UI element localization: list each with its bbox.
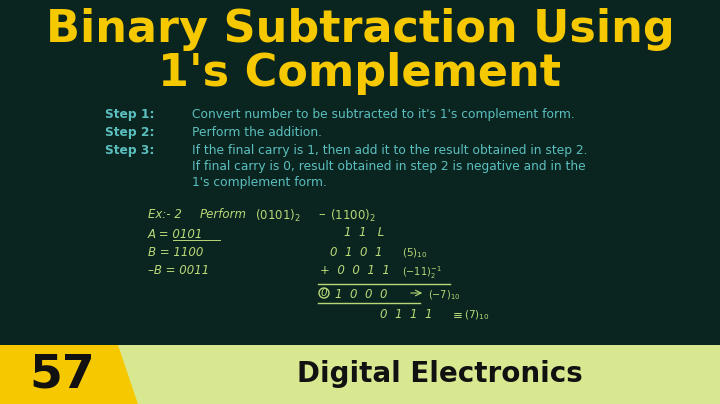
Text: 0  1  1  1: 0 1 1 1	[380, 308, 433, 321]
Text: 0: 0	[320, 288, 328, 298]
Text: $(1100)_2$: $(1100)_2$	[330, 208, 376, 224]
Text: Step 1:: Step 1:	[105, 108, 155, 121]
Text: A = 0101: A = 0101	[148, 228, 203, 241]
Text: 57: 57	[29, 352, 95, 397]
Text: $(-11)_{2}^{-1}$: $(-11)_{2}^{-1}$	[402, 264, 441, 281]
Text: $\equiv$: $\equiv$	[450, 308, 463, 321]
Polygon shape	[0, 345, 138, 404]
Text: Ex:- 2: Ex:- 2	[148, 208, 182, 221]
Text: $(0101)_2$: $(0101)_2$	[255, 208, 301, 224]
Text: 1's complement form.: 1's complement form.	[192, 176, 327, 189]
Polygon shape	[90, 345, 720, 404]
Text: Digital Electronics: Digital Electronics	[297, 360, 583, 389]
Text: Convert number to be subtracted to it's 1's complement form.: Convert number to be subtracted to it's …	[192, 108, 575, 121]
Text: +  0  0  1  1: + 0 0 1 1	[320, 264, 390, 277]
Text: 1  0  0  0: 1 0 0 0	[335, 288, 387, 301]
Text: 1's Complement: 1's Complement	[158, 52, 562, 95]
Text: Perform: Perform	[200, 208, 247, 221]
Text: $(5)_{10}$: $(5)_{10}$	[402, 246, 428, 260]
Text: $(-7)_{10}$: $(-7)_{10}$	[428, 288, 460, 302]
Text: Binary Subtraction Using: Binary Subtraction Using	[45, 8, 675, 51]
Text: $(7)_{10}$: $(7)_{10}$	[464, 308, 490, 322]
Text: Perform the addition.: Perform the addition.	[192, 126, 322, 139]
Text: Step 3:: Step 3:	[105, 144, 154, 157]
Text: If final carry is 0, result obtained in step 2 is negative and in the: If final carry is 0, result obtained in …	[192, 160, 585, 173]
Text: –B = 0011: –B = 0011	[148, 264, 210, 277]
Text: 1  1   L: 1 1 L	[344, 226, 384, 239]
Text: B = 1100: B = 1100	[148, 246, 203, 259]
Text: –: –	[318, 208, 325, 221]
Text: 0  1  0  1: 0 1 0 1	[330, 246, 382, 259]
Text: Step 2:: Step 2:	[105, 126, 155, 139]
Text: If the final carry is 1, then add it to the result obtained in step 2.: If the final carry is 1, then add it to …	[192, 144, 588, 157]
